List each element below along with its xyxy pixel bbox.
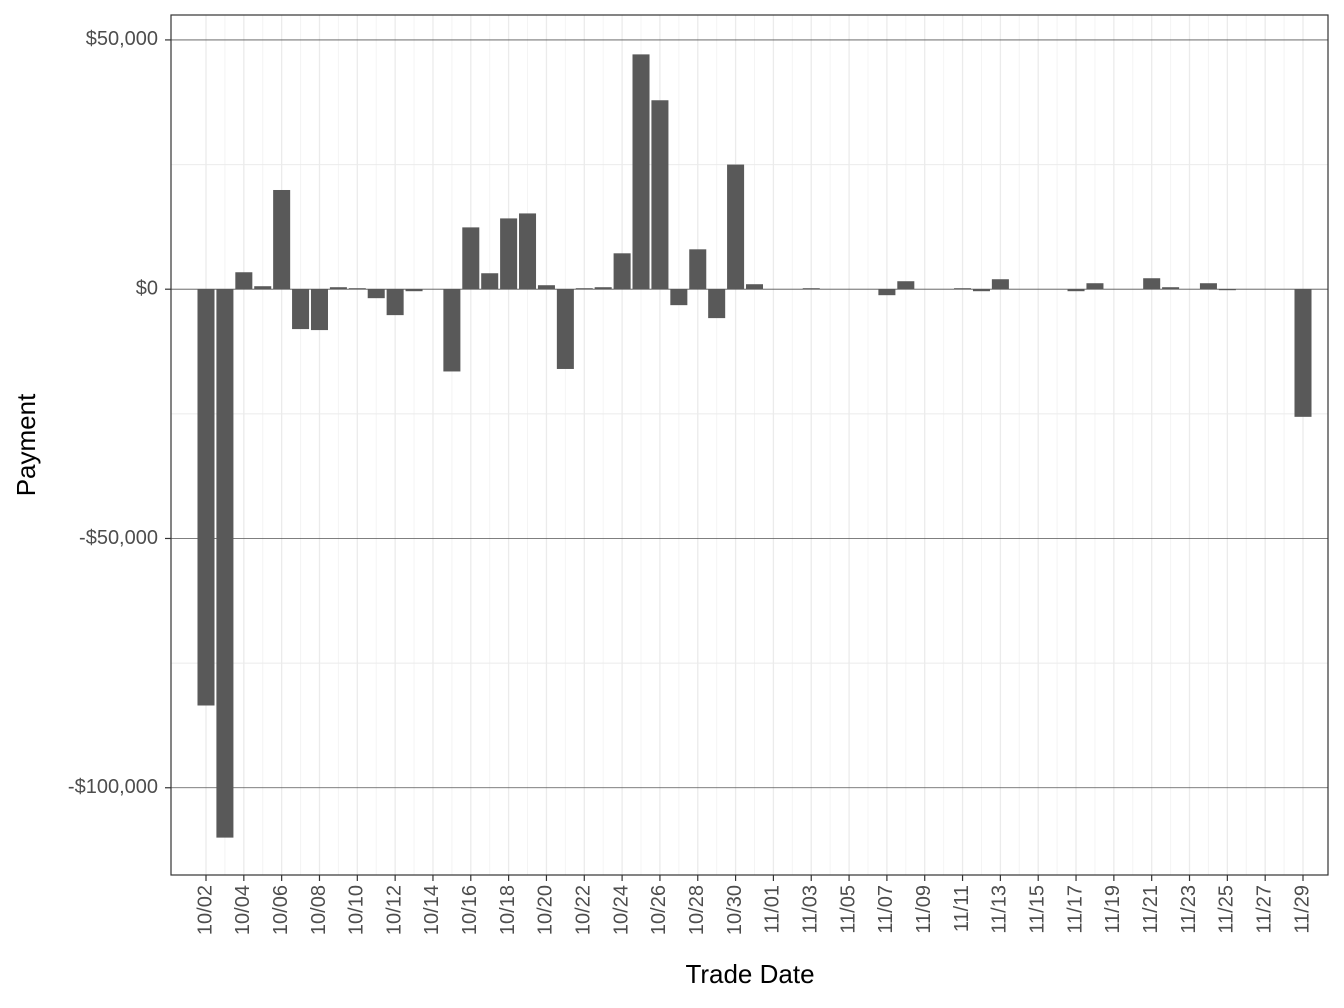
bar [594,287,612,290]
panel-border [170,14,1329,876]
x-tick-label: 11/23 [1178,885,1200,934]
bar [310,289,328,331]
bar [708,289,726,319]
bar [462,227,480,290]
x-tick-label: 10/16 [459,885,481,935]
bar [1086,283,1104,290]
bar [954,288,972,290]
y-tick-label: -$100,000 [68,776,158,798]
x-tick-label: 11/25 [1216,885,1238,934]
x-tick-label: 11/21 [1140,885,1162,934]
x-tick-label: 10/30 [724,885,746,935]
x-tick-label: 11/27 [1253,885,1275,934]
bar [386,289,404,316]
bar [519,213,537,290]
bar [689,249,707,290]
bar [670,289,688,306]
bar [632,54,650,290]
x-tick-label: 10/24 [610,885,632,935]
bar [273,189,291,290]
bar [1143,278,1161,290]
bar [556,289,574,369]
x-tick-label: 11/11 [951,885,973,932]
bar [727,164,745,290]
bar [329,287,347,290]
bar [405,289,423,292]
bar [802,288,820,290]
x-tick-label: 10/10 [346,885,368,935]
bar [216,289,234,838]
bar [500,218,518,290]
y-tick-label: $0 [136,277,158,299]
x-tick-label: 10/02 [194,885,216,935]
bar [481,273,499,290]
bar [878,289,896,296]
bar [197,289,215,706]
x-tick-label: 11/17 [1064,885,1086,934]
bar [745,284,764,290]
x-tick-label: 10/26 [648,885,670,935]
x-tick-label: 10/18 [497,885,519,935]
x-tick-label: 11/09 [913,885,935,934]
bar [613,253,631,290]
x-tick-label: 11/03 [800,885,822,934]
y-tick-label: $50,000 [86,28,158,50]
x-tick-label: 10/06 [270,885,292,935]
x-tick-label: 11/05 [837,885,859,934]
x-tick-label: 11/07 [875,885,897,934]
bar [972,289,990,292]
bar [348,288,366,290]
x-tick-label: 10/12 [383,885,405,935]
bar [1199,283,1217,290]
x-tick-label: 11/13 [989,885,1011,934]
bar [1294,289,1312,417]
x-axis-title: Trade Date [685,959,814,989]
bar [1067,289,1085,292]
x-tick-label: 10/20 [535,885,557,935]
x-tick-label: 10/14 [421,885,443,935]
bar [254,286,272,290]
y-axis-title: Payment [11,393,41,496]
bar [897,281,915,290]
x-tick-label: 10/28 [686,885,708,935]
bar [575,288,593,290]
x-tick-label: 10/08 [308,885,330,935]
y-tick-label: -$50,000 [79,527,158,549]
bar [367,289,385,299]
bar [991,279,1009,290]
x-tick-label: 11/19 [1102,885,1124,934]
x-tick-label: 10/04 [232,885,254,935]
bar [235,272,253,290]
bar [292,289,310,330]
bar [1162,287,1180,290]
bar [651,100,669,290]
x-tick-label: 11/01 [762,885,784,934]
bar [537,285,555,290]
x-tick-label: 11/29 [1291,885,1313,934]
x-tick-label: 10/22 [573,885,595,935]
x-tick-label: 11/15 [1026,885,1048,934]
bar [443,289,461,372]
bar [1218,289,1236,291]
